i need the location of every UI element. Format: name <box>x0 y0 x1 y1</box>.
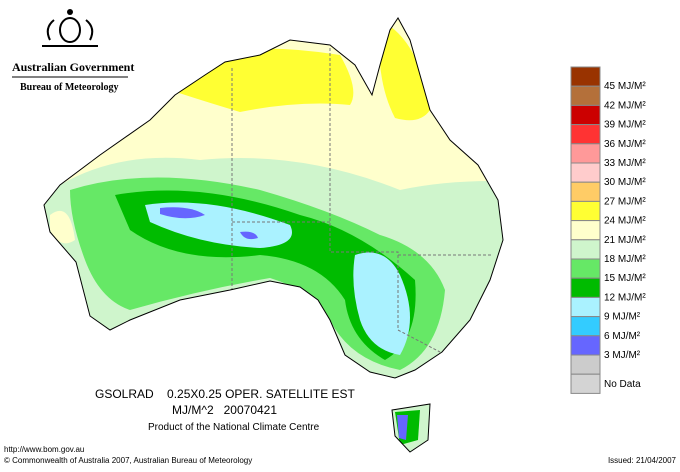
legend-label: 30 MJ/M² <box>604 177 646 188</box>
legend-swatch <box>570 239 601 260</box>
legend-swatch <box>570 296 601 318</box>
legend: 45 MJ/M² 42 MJ/M² 39 MJ/M² 36 MJ/M² 33 MJ/M²… <box>570 66 646 394</box>
legend-swatch <box>570 335 601 356</box>
legend-swatch <box>570 143 601 164</box>
footer-copyright: © Commonwealth of Australia 2007, Austra… <box>4 456 252 465</box>
legend-swatch <box>570 104 601 126</box>
legend-swatch <box>570 373 601 394</box>
legend-label: 42 MJ/M² <box>604 100 646 111</box>
legend-label: 45 MJ/M² <box>604 81 646 92</box>
legend-swatch <box>570 258 601 279</box>
legend-swatch <box>570 181 601 202</box>
agency-name: Australian Government <box>12 60 134 74</box>
legend-swatch <box>570 85 601 106</box>
legend-label: 33 MJ/M² <box>604 158 646 169</box>
caption-line: GSOLRAD 0.25X0.25 OPER. SATELLITE EST <box>95 387 356 401</box>
legend-label: 39 MJ/M² <box>604 120 646 131</box>
legend-swatch <box>570 316 601 337</box>
legend-label: 24 MJ/M² <box>604 216 646 227</box>
coat-of-arms <box>42 9 98 47</box>
footer-url: http://www.bom.gov.au <box>4 445 84 454</box>
legend-label: 12 MJ/M² <box>604 292 646 303</box>
state-borders <box>231 48 492 353</box>
footer-issued: Issued: 21/04/2007 <box>608 456 677 465</box>
legend-label: 6 MJ/M² <box>604 331 641 342</box>
legend-label: 21 MJ/M² <box>604 235 646 246</box>
legend-label: 36 MJ/M² <box>604 139 646 150</box>
legend-swatch <box>570 162 601 183</box>
legend-swatch <box>570 277 601 298</box>
legend-swatch <box>570 220 601 241</box>
legend-swatch <box>570 124 601 145</box>
legend-label: No Data <box>604 379 641 390</box>
legend-swatch <box>570 200 601 222</box>
legend-label: 15 MJ/M² <box>604 273 646 284</box>
legend-label: 18 MJ/M² <box>604 254 646 265</box>
bureau-name: Bureau of Meteorology <box>20 82 119 93</box>
legend-label: 9 MJ/M² <box>604 312 641 323</box>
legend-swatch <box>570 66 601 87</box>
legend-label: 3 MJ/M² <box>604 350 641 361</box>
caption-line: MJ/M^2 20070421 <box>172 403 277 417</box>
legend-label: 27 MJ/M² <box>604 196 646 207</box>
caption-line: Product of the National Climate Centre <box>148 422 320 433</box>
legend-swatch <box>570 354 601 375</box>
